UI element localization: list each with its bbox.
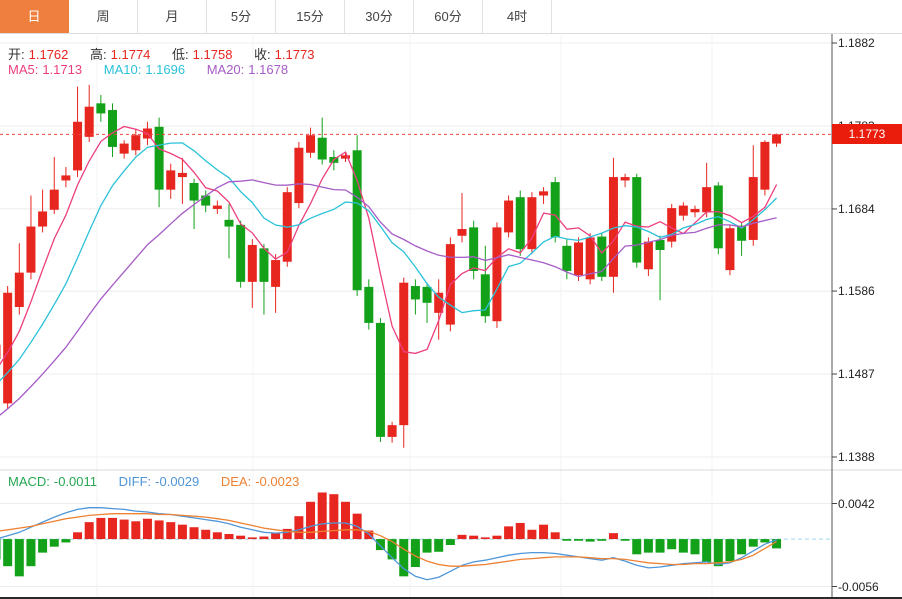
price-tick-label: 1.1487 [838,367,875,382]
macd-tick-label: -0.0056 [838,579,879,594]
last-price-badge: 1.1773 [832,124,902,145]
ma5-label: MA5: [8,62,39,77]
macd-label: MACD: [8,474,50,489]
low-value: 1.1758 [192,47,233,62]
open-label: 开: [8,47,25,62]
close-value: 1.1773 [274,47,315,62]
tab-month[interactable]: 月 [138,0,207,33]
ma10-value: 1.1696 [145,62,186,77]
price-axis: 1.18821.17831.16841.15861.14871.13880.00… [832,0,902,599]
ohlc-legend: 开: 1.1762 高: 1.1774 低: 1.1758 收: 1.1773 [8,44,332,63]
close-label: 收: [254,47,271,62]
ma-legend: MA5: 1.1713 MA10: 1.1696 MA20: 1.1678 [8,62,306,77]
open-value: 1.1762 [28,47,69,62]
diff-value: -0.0029 [155,474,200,489]
dea-label: DEA: [220,474,252,489]
diff-label: DIFF: [118,474,152,489]
tab-15min[interactable]: 15分 [276,0,345,33]
ma20-label: MA20: [206,62,245,77]
ma5-value: 1.1713 [42,62,83,77]
high-label: 高: [90,47,107,62]
ma10-label: MA10: [103,62,142,77]
price-tick-label: 1.1882 [838,36,875,50]
tab-60min[interactable]: 60分 [414,0,483,33]
price-tick-label: 1.1586 [838,284,875,299]
tab-day[interactable]: 日 [0,0,69,33]
macd-value: -0.0011 [53,474,98,489]
price-tick-label: 1.1388 [838,450,875,464]
low-label: 低: [172,47,189,62]
tab-week[interactable]: 周 [69,0,138,33]
timeframe-tabbar: 日周月 5分 15分 30分 60分 4时 [0,0,902,34]
ma20-value: 1.1678 [248,62,289,77]
macd-tick-label: 0.0042 [838,496,875,511]
tabbar-spacer [552,0,902,33]
macd-legend: MACD: -0.0011 DIFF: -0.0029 DEA: -0.0023 [8,474,317,489]
dea-value: -0.0023 [255,474,300,489]
tab-4hour[interactable]: 4时 [483,0,552,33]
high-value: 1.1774 [110,47,151,62]
chart-bottom-border [0,597,902,599]
tab-5min[interactable]: 5分 [207,0,276,33]
tab-30min[interactable]: 30分 [345,0,414,33]
price-tick-label: 1.1684 [838,201,875,216]
